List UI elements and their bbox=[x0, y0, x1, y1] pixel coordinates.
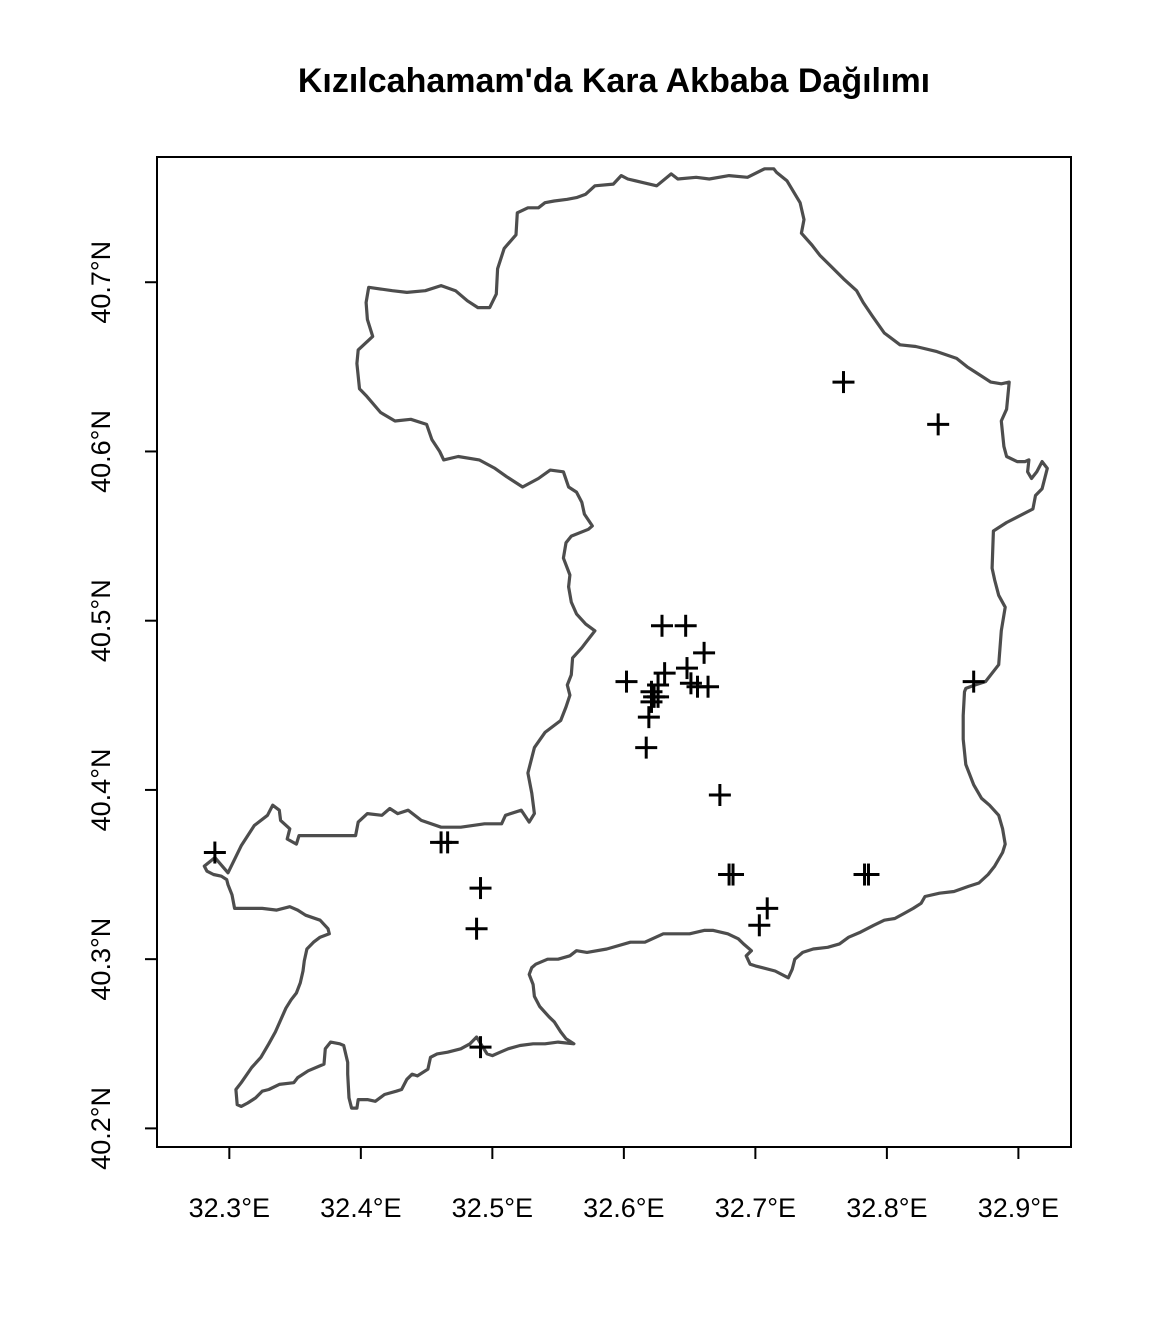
observation-point bbox=[675, 657, 698, 680]
observation-point bbox=[708, 784, 731, 806]
x-tick-label: 32.5°E bbox=[452, 1193, 533, 1223]
y-tick-label: 40.6°N bbox=[86, 410, 116, 493]
observation-point bbox=[756, 897, 779, 920]
observation-point bbox=[674, 614, 697, 637]
y-tick-label: 40.3°N bbox=[86, 918, 116, 1001]
observation-point bbox=[722, 863, 745, 886]
observation-point bbox=[697, 675, 720, 698]
observation-point bbox=[637, 706, 660, 729]
y-axis: 40.2°N 40.3°N 40.4°N 40.5°N 40.6°N 40.7°N bbox=[86, 241, 157, 1170]
observation-point bbox=[748, 914, 771, 937]
y-tick-label: 40.5°N bbox=[86, 579, 116, 662]
observation-point bbox=[857, 863, 880, 886]
observation-points bbox=[203, 371, 985, 1059]
observation-point bbox=[651, 614, 674, 637]
x-tick-label: 32.8°E bbox=[846, 1193, 927, 1223]
y-tick-label: 40.4°N bbox=[86, 748, 116, 831]
x-tick-label: 32.9°E bbox=[978, 1193, 1059, 1223]
y-tick-label: 40.7°N bbox=[86, 241, 116, 324]
observation-point bbox=[469, 1036, 492, 1059]
observation-point bbox=[927, 413, 950, 436]
observation-point bbox=[693, 641, 716, 664]
plot-frame bbox=[156, 156, 1072, 1148]
x-tick-label: 32.6°E bbox=[583, 1193, 664, 1223]
observation-point bbox=[962, 670, 985, 693]
observation-point bbox=[465, 917, 488, 940]
district-boundary bbox=[202, 167, 1049, 1110]
map-title: Kızılcahamam'da Kara Akbaba Dağılımı bbox=[298, 62, 930, 100]
observation-point bbox=[653, 662, 676, 685]
y-tick-label: 40.2°N bbox=[86, 1087, 116, 1170]
x-tick-label: 32.7°E bbox=[715, 1193, 796, 1223]
x-axis: 32.3°E 32.4°E 32.5°E 32.6°E 32.7°E 32.8°E 32.9… bbox=[189, 1147, 1059, 1223]
observation-point bbox=[436, 831, 459, 854]
observation-point bbox=[635, 736, 658, 759]
observation-point bbox=[640, 690, 663, 713]
observation-point bbox=[469, 877, 492, 900]
observation-point bbox=[203, 841, 226, 864]
x-tick-label: 32.4°E bbox=[320, 1193, 401, 1223]
x-tick-label: 32.3°E bbox=[189, 1193, 270, 1223]
observation-point bbox=[832, 371, 855, 394]
observation-point bbox=[615, 670, 638, 693]
